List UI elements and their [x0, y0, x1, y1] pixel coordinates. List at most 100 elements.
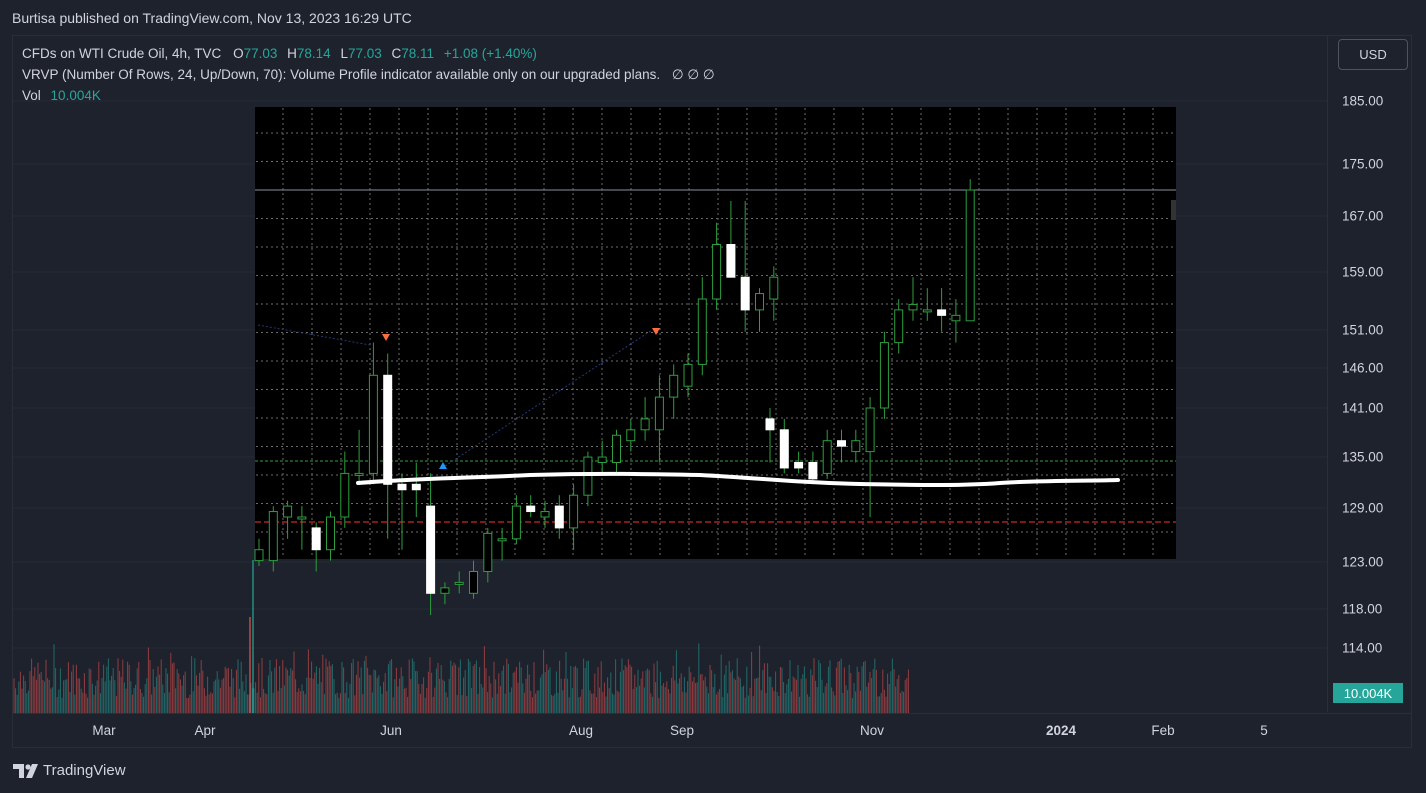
candle-body: [297, 516, 307, 520]
candle-body: [922, 309, 932, 313]
candle-body: [340, 472, 350, 518]
candle-body: [497, 538, 507, 542]
candle-body: [640, 418, 650, 431]
candle-body: [822, 440, 832, 474]
time-axis-label: Sep: [669, 723, 695, 738]
candle-body: [483, 532, 493, 572]
volume-bars: [13, 617, 909, 713]
high-value: 78.14: [296, 46, 331, 61]
candle-body: [683, 363, 693, 387]
candle-body: [440, 587, 450, 594]
candle-body: [726, 244, 736, 278]
symbol-name: CFDs on WTI Crude Oil, 4h, TVC: [22, 46, 222, 61]
candle-body: [526, 505, 536, 513]
candle-body: [765, 418, 775, 431]
candle-body: [540, 511, 550, 518]
candle-body: [454, 581, 464, 585]
time-axis-label: 5: [1260, 723, 1268, 738]
candle-body: [769, 276, 779, 300]
open-value: 77.03: [243, 46, 278, 61]
candle-body: [254, 549, 264, 562]
candle-body: [397, 483, 407, 491]
volume-badge: 10.004K: [1333, 683, 1403, 703]
candle-body: [368, 374, 378, 474]
legend-vrvp-row: VRVP (Number Of Rows, 24, Up/Down, 70): …: [22, 67, 715, 83]
time-axis-label: 2024: [1045, 723, 1077, 738]
close-value: 78.11: [401, 46, 435, 61]
candle-body: [554, 505, 564, 529]
candle-body: [283, 505, 293, 518]
candle-body: [669, 374, 679, 398]
time-axis-label: Feb: [1151, 723, 1175, 738]
candle-body: [865, 407, 875, 453]
time-axis-label: Nov: [859, 723, 885, 738]
candle-body: [837, 440, 846, 447]
candle-body: [326, 516, 335, 551]
candle-body: [626, 429, 636, 442]
price-axis-label: 129.00: [1342, 500, 1384, 516]
vol-label: Vol: [22, 88, 41, 103]
price-axis-divider: [1327, 36, 1328, 712]
candle-body: [597, 456, 607, 463]
open-label: O: [233, 46, 244, 61]
time-axis-label: Jun: [380, 723, 402, 738]
candle-body: [879, 342, 889, 409]
candle-body: [937, 309, 947, 316]
candle-body: [411, 483, 421, 491]
time-axis-label: Aug: [568, 723, 594, 738]
candle-body: [511, 505, 521, 540]
candle-body: [426, 505, 436, 594]
tradingview-logo[interactable]: TradingView: [13, 762, 126, 779]
candle-body: [779, 429, 789, 469]
candle-body: [851, 440, 861, 453]
sell-marker-icon-2: [652, 328, 660, 335]
candle-body: [808, 462, 818, 480]
brand-name: TradingView: [43, 762, 126, 779]
tradingview-logo-icon: [13, 763, 38, 778]
legend-symbol-row: CFDs on WTI Crude Oil, 4h, TVC O77.03 H7…: [22, 46, 537, 61]
candle-body: [612, 434, 621, 463]
price-axis-label: 175.00: [1342, 156, 1384, 172]
price-axis-label: 141.00: [1342, 400, 1384, 416]
time-axis-label: Mar: [92, 723, 116, 738]
candle-body: [569, 494, 579, 529]
candle-body: [965, 189, 975, 322]
price-axis-label: 135.00: [1342, 449, 1384, 465]
close-label: C: [391, 46, 402, 61]
candle-body: [740, 276, 750, 311]
inset-candles: [254, 179, 975, 616]
buy-marker-icon: [439, 462, 447, 469]
candle-body: [469, 571, 478, 594]
price-axis-label: 185.00: [1342, 93, 1384, 109]
sell-marker-icon: [382, 334, 390, 341]
candle-body: [697, 298, 707, 365]
candle-body: [712, 244, 722, 300]
candle-body: [654, 396, 664, 431]
low-label: L: [340, 46, 348, 61]
time-axis-divider: [13, 713, 1411, 714]
candle-body: [794, 462, 804, 469]
legend-vol-row: Vol 10.004K: [22, 88, 101, 103]
candle-body: [311, 527, 321, 551]
candle-body: [894, 309, 904, 344]
price-axis-label: 114.00: [1342, 640, 1383, 656]
candle-body: [908, 303, 918, 311]
candle-body: [354, 472, 364, 476]
low-value: 77.03: [347, 46, 382, 61]
candle-body: [268, 511, 278, 562]
vol-value: 10.004K: [50, 88, 101, 103]
high-label: H: [287, 46, 297, 61]
price-axis-label: 159.00: [1342, 264, 1384, 280]
vrvp-symbols: ∅ ∅ ∅: [671, 67, 715, 82]
currency-button[interactable]: USD: [1338, 39, 1408, 70]
price-axis-label: 123.00: [1342, 554, 1384, 570]
candle-body: [951, 314, 961, 322]
candle-body: [383, 374, 393, 485]
published-line: Burtisa published on TradingView.com, No…: [12, 10, 412, 26]
price-axis-label: 146.00: [1342, 360, 1384, 376]
change-value: +1.08 (+1.40%): [443, 46, 537, 61]
candle-body: [583, 456, 593, 496]
vrvp-text: VRVP (Number Of Rows, 24, Up/Down, 70): …: [22, 67, 661, 82]
inset-trend-line: [257, 324, 371, 346]
